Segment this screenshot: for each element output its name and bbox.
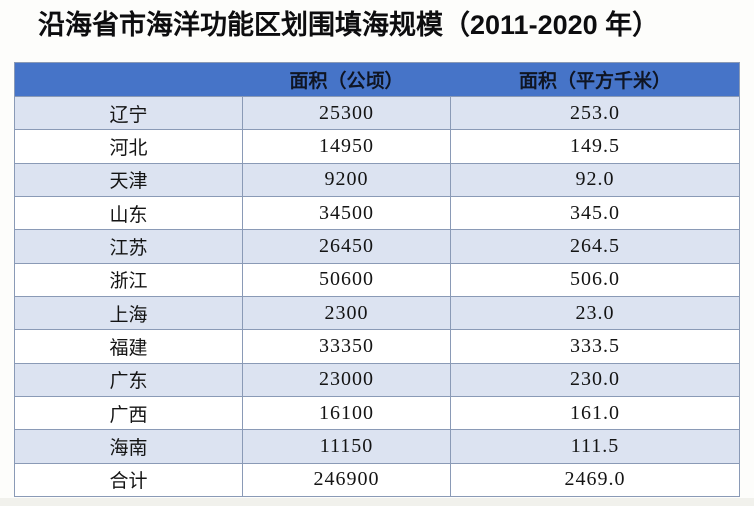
area-sqkm-cell: 333.5: [450, 330, 739, 363]
column-header-area-hectares: 面积（公顷）: [289, 71, 404, 92]
area-hectares-cell: 246900: [242, 463, 450, 496]
table-row-hainan: 海南 11150 111.5: [15, 429, 739, 463]
region-cell: 海南: [109, 437, 148, 459]
region-cell: 河北: [109, 137, 148, 159]
column-header-region: [15, 63, 242, 96]
bottom-margin-strip: [0, 498, 754, 506]
area-hectares-cell: 34500: [242, 196, 450, 230]
area-hectares-cell: 14950: [242, 130, 450, 163]
page-title: 沿海省市海洋功能区划围填海规模（2011-2020 年）: [38, 10, 660, 40]
region-cell: 上海: [109, 304, 148, 326]
table-row-zhejiang: 浙江 50600 506.0: [15, 262, 739, 296]
table-row-guangdong: 广东 23000 230.0: [15, 362, 739, 396]
area-hectares-cell: 2300: [242, 296, 450, 330]
region-cell: 天津: [109, 171, 148, 193]
region-cell: 合计: [109, 471, 148, 493]
area-sqkm-cell: 264.5: [450, 230, 739, 263]
table-row-jiangsu: 江苏 26450 264.5: [15, 229, 739, 263]
reclamation-table: 面积（公顷） 面积（平方千米） 辽宁 25300 253.0 河北 14950 …: [14, 62, 740, 497]
area-sqkm-cell: 253.0: [450, 97, 739, 130]
area-hectares-cell: 16100: [242, 396, 450, 430]
region-cell: 广东: [109, 371, 148, 393]
area-sqkm-cell: 161.0: [450, 396, 739, 430]
area-sqkm-cell: 149.5: [450, 130, 739, 163]
region-cell: 山东: [109, 204, 148, 226]
area-sqkm-cell: 506.0: [450, 263, 739, 296]
table-row-liaoning: 辽宁 25300 253.0: [15, 96, 739, 130]
area-sqkm-cell: 92.0: [450, 163, 739, 196]
area-hectares-cell: 9200: [242, 163, 450, 196]
table-row-total: 合计 246900 2469.0: [15, 462, 739, 496]
table-header-row: 面积（公顷） 面积（平方千米）: [15, 63, 739, 96]
region-cell: 广西: [109, 404, 148, 426]
area-hectares-cell: 50600: [242, 263, 450, 296]
column-header-area-sqkm: 面积（平方千米）: [518, 71, 671, 92]
area-hectares-cell: 26450: [242, 230, 450, 263]
area-sqkm-cell: 230.0: [450, 363, 739, 396]
area-hectares-cell: 33350: [242, 330, 450, 363]
area-sqkm-cell: 111.5: [450, 430, 739, 463]
table-row-hebei: 河北 14950 149.5: [15, 129, 739, 163]
region-cell: 浙江: [109, 271, 148, 293]
table-row-guangxi: 广西 16100 161.0: [15, 395, 739, 430]
table-row-tianjin: 天津 9200 92.0: [15, 162, 739, 196]
area-hectares-cell: 11150: [242, 430, 450, 463]
region-cell: 福建: [109, 337, 148, 359]
table-row-shandong: 山东 34500 345.0: [15, 195, 739, 230]
area-sqkm-cell: 23.0: [450, 296, 739, 330]
area-hectares-cell: 25300: [242, 97, 450, 130]
area-sqkm-cell: 345.0: [450, 196, 739, 230]
area-hectares-cell: 23000: [242, 363, 450, 396]
area-sqkm-cell: 2469.0: [450, 463, 739, 496]
table-row-shanghai: 上海 2300 23.0: [15, 295, 739, 330]
region-cell: 江苏: [109, 237, 148, 259]
region-cell: 辽宁: [109, 104, 148, 126]
table-row-fujian: 福建 33350 333.5: [15, 329, 739, 363]
